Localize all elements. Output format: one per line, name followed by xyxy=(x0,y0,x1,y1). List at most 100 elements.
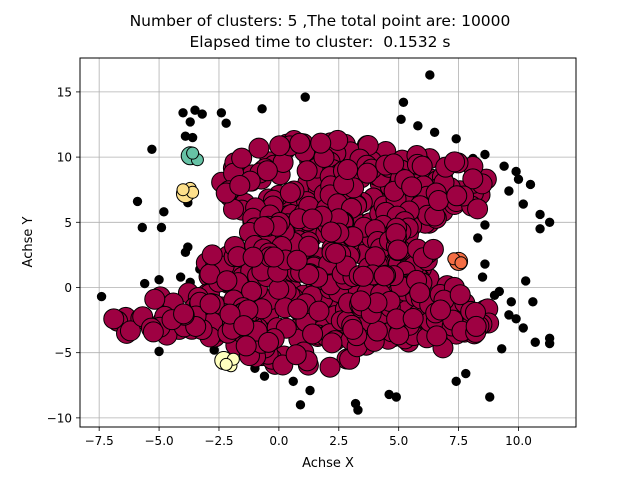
y-tick-label: −5 xyxy=(54,346,72,360)
main-cluster-point xyxy=(248,137,270,159)
main-cluster-point xyxy=(286,249,308,271)
main-cluster-point xyxy=(409,282,431,304)
main-cluster-point xyxy=(199,293,221,315)
main-cluster-point xyxy=(350,290,372,312)
main-cluster-point xyxy=(201,244,223,266)
noise-point xyxy=(425,70,435,80)
main-cluster-point xyxy=(467,198,489,220)
noise-point xyxy=(504,186,514,196)
noise-point xyxy=(221,118,231,128)
main-cluster-point xyxy=(366,320,388,342)
main-cluster-point xyxy=(144,288,166,310)
noise-point xyxy=(480,220,490,230)
noise-point xyxy=(257,104,267,114)
main-cluster-point xyxy=(383,153,405,175)
main-cluster-point xyxy=(298,235,320,257)
noise-point xyxy=(305,385,315,396)
noise-point xyxy=(513,174,524,184)
main-cluster-point xyxy=(302,323,324,345)
main-cluster-point xyxy=(446,185,468,207)
noise-point xyxy=(451,376,461,387)
noise-point xyxy=(398,97,409,108)
x-tick-label: 10.0 xyxy=(505,434,532,448)
main-cluster-point xyxy=(263,246,285,268)
noise-point xyxy=(187,132,198,143)
x-axis-label: Achse X xyxy=(302,456,354,471)
main-cluster-point xyxy=(356,162,378,184)
main-cluster-point xyxy=(173,303,195,325)
y-tick-label: 0 xyxy=(64,281,72,295)
main-cluster-point xyxy=(402,307,424,329)
main-cluster-point xyxy=(462,168,484,190)
main-cluster-point xyxy=(422,238,444,260)
main-cluster-point xyxy=(103,308,125,330)
noise-point xyxy=(473,233,483,243)
main-cluster-point xyxy=(289,132,311,154)
main-cluster-point xyxy=(337,159,359,181)
noise-point xyxy=(544,217,555,227)
main-cluster-point xyxy=(142,321,164,343)
x-tick-label: −7.5 xyxy=(85,434,114,448)
main-cluster-point xyxy=(364,246,386,268)
noise-point xyxy=(295,400,306,410)
noise-point xyxy=(497,344,507,354)
noise-point xyxy=(504,310,514,320)
noise-point xyxy=(511,314,521,324)
main-cluster-point xyxy=(427,190,449,212)
main-cluster-point xyxy=(321,332,343,354)
main-cluster-point xyxy=(235,335,257,357)
main-cluster-point xyxy=(401,176,423,198)
noise-point xyxy=(544,338,555,349)
main-cluster-point xyxy=(325,242,347,264)
noise-point xyxy=(259,371,270,381)
main-cluster-point xyxy=(258,331,280,353)
main-cluster-point xyxy=(352,265,374,287)
plot-frame xyxy=(79,57,577,428)
main-cluster-point xyxy=(373,265,395,287)
y-tick-label: −10 xyxy=(47,411,72,425)
x-tick-label: 5.0 xyxy=(389,434,408,448)
x-tick-label: −2.5 xyxy=(204,434,233,448)
main-cluster-point xyxy=(231,147,253,169)
chart-title-line-2: Elapsed time to cluster: 0.1532 s xyxy=(189,33,451,51)
noise-point xyxy=(451,134,461,144)
noise-point xyxy=(511,166,521,177)
x-tick-label: 2.5 xyxy=(329,434,348,448)
orange-cluster-point xyxy=(454,256,468,270)
main-cluster-point xyxy=(465,315,487,337)
main-cluster-point xyxy=(308,300,330,322)
main-cluster-point xyxy=(296,160,318,182)
noise-point xyxy=(525,179,536,190)
noise-point xyxy=(506,297,517,307)
main-cluster-point xyxy=(279,182,301,204)
main-cluster-point xyxy=(426,325,448,347)
noise-point xyxy=(159,207,169,217)
noise-point xyxy=(288,376,298,387)
noise-point xyxy=(429,127,440,138)
noise-point xyxy=(175,272,186,282)
noise-point xyxy=(518,323,528,333)
main-cluster-point xyxy=(387,239,409,261)
y-tick-label: 15 xyxy=(57,85,72,99)
main-cluster-point xyxy=(449,284,471,306)
yellow-cluster-point xyxy=(176,183,190,197)
noise-point xyxy=(480,259,490,269)
noise-point xyxy=(156,222,167,233)
noise-point xyxy=(413,121,423,131)
noise-point xyxy=(396,114,406,124)
main-cluster-point xyxy=(320,221,342,243)
noise-point xyxy=(190,105,200,115)
noise-point xyxy=(461,368,471,379)
noise-point xyxy=(353,405,363,415)
main-cluster-point xyxy=(233,315,255,337)
noise-point xyxy=(132,196,143,207)
main-cluster-point xyxy=(216,270,238,292)
main-cluster-point xyxy=(119,320,141,342)
teal-cluster-point xyxy=(186,146,200,160)
main-cluster-point xyxy=(430,299,452,321)
noise-point xyxy=(96,291,107,302)
main-cluster-point xyxy=(298,264,320,286)
noise-point xyxy=(139,278,150,289)
noise-point xyxy=(520,276,531,286)
